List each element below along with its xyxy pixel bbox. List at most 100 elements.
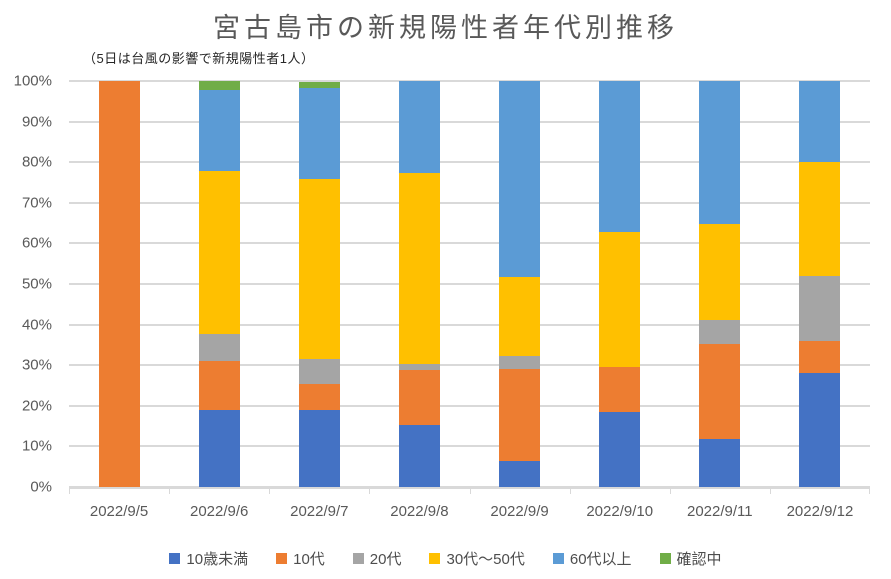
legend-swatch-icon — [659, 553, 671, 564]
bar-segment-20代 — [699, 319, 741, 344]
legend-item-20代: 20代 — [352, 548, 402, 569]
bar-segment-60代以上 — [799, 81, 841, 163]
bar-2022/9/10 — [599, 81, 641, 487]
gridline — [69, 404, 870, 407]
bar-segment-30代〜50代 — [398, 173, 440, 365]
bar-2022/9/7 — [298, 81, 340, 487]
x-axis-tick-label: 2022/9/7 — [290, 503, 349, 520]
legend-swatch-icon — [352, 553, 364, 564]
legend-label: 10代 — [293, 551, 325, 568]
gridline — [69, 445, 870, 448]
y-axis-tick-label: 50% — [21, 275, 52, 293]
bar-segment-10歳未満 — [599, 411, 641, 487]
y-axis: 100% 90% 80% 70% 60% 50% 40% 30% 20% 10% 0% — [0, 73, 52, 496]
chart-subtitle: （5日は台風の影響で新規陽性者1人） — [83, 51, 315, 66]
x-axis: 2022/9/5 2022/9/6 2022/9/7 2022/9/8 2022/9/9… — [69, 503, 870, 523]
bar-segment-20代 — [198, 333, 240, 361]
y-axis-tick-label: 0% — [30, 478, 52, 496]
x-axis-tick — [569, 489, 571, 494]
bar-segment-60代以上 — [599, 81, 641, 232]
y-axis-tick-label: 100% — [13, 72, 52, 90]
x-axis-tick-label: 2022/9/12 — [786, 503, 854, 520]
gridline — [69, 242, 870, 245]
legend-item-60代以上: 60代以上 — [552, 548, 632, 569]
bar-segment-30代〜50代 — [599, 231, 641, 367]
legend-item-確認中: 確認中 — [659, 548, 722, 569]
bar-segment-10代 — [198, 360, 240, 411]
bar-segment-30代〜50代 — [198, 171, 240, 334]
x-axis-tick — [69, 489, 70, 494]
bar-segment-60代以上 — [398, 81, 440, 174]
legend-swatch-icon — [552, 553, 564, 564]
y-axis-tick-label: 70% — [21, 194, 52, 212]
bar-segment-30代〜50代 — [499, 277, 541, 356]
x-axis-tick — [669, 489, 671, 494]
bar-segment-20代 — [799, 275, 841, 341]
legend: 10歳未満 10代 20代 30代〜50代 60代以上 確認中 — [0, 548, 891, 569]
bar-segment-60代以上 — [499, 80, 541, 278]
x-axis-tick — [369, 489, 371, 494]
y-axis-tick-label: 40% — [21, 316, 52, 334]
gridline — [69, 161, 870, 164]
bar-segment-30代〜50代 — [699, 224, 741, 320]
y-axis-tick-label: 60% — [21, 234, 52, 252]
x-axis-tick-label: 2022/9/6 — [189, 503, 249, 520]
bar-segment-30代〜50代 — [298, 178, 340, 359]
y-axis-tick-label: 80% — [21, 153, 52, 171]
x-axis-tick-label: 2022/9/5 — [89, 503, 149, 520]
legend-label: 60代以上 — [569, 551, 632, 568]
x-axis-tick — [869, 489, 870, 494]
gridline — [69, 80, 870, 82]
x-axis-tick — [269, 489, 271, 494]
bar-segment-10歳未満 — [499, 460, 541, 487]
legend-swatch-icon — [429, 553, 441, 564]
bar-2022/9/8 — [398, 81, 440, 487]
legend-swatch-icon — [276, 553, 288, 564]
bar-segment-10代 — [799, 340, 841, 374]
legend-item-10代: 10代 — [276, 548, 325, 569]
x-axis-tick-label: 2022/9/9 — [490, 503, 549, 520]
bar-segment-10代 — [699, 343, 741, 440]
bar-segment-10代 — [98, 81, 140, 487]
bar-2022/9/12 — [799, 81, 841, 487]
bar-2022/9/5 — [98, 81, 140, 487]
gridline — [69, 364, 870, 367]
x-axis-tick — [769, 489, 771, 494]
bar-segment-60代以上 — [298, 88, 340, 179]
x-axis-tick-label: 2022/9/8 — [390, 503, 449, 520]
bar-segment-20代 — [298, 358, 340, 385]
bar-segment-10代 — [499, 368, 541, 461]
legend-item-30代〜50代: 30代〜50代 — [429, 548, 525, 569]
bar-segment-10歳未満 — [198, 410, 240, 487]
legend-label: 30代〜50代 — [446, 551, 525, 568]
bar-segment-確認中 — [198, 81, 240, 90]
gridline — [69, 323, 870, 326]
x-axis-tick — [169, 489, 171, 494]
y-axis-tick-label: 20% — [21, 397, 52, 415]
x-axis-tick-label: 2022/9/10 — [586, 503, 654, 520]
x-axis-tick-label: 2022/9/11 — [687, 503, 753, 520]
y-axis-tick-label: 30% — [21, 356, 52, 374]
legend-swatch-icon — [169, 553, 181, 564]
chart-title: 宮古島市の新規陽性者年代別推移 — [213, 13, 678, 43]
bar-segment-60代以上 — [699, 81, 741, 225]
gridline — [69, 120, 870, 123]
bar-segment-20代 — [398, 364, 440, 371]
bar-segment-確認中 — [298, 81, 340, 89]
bar-segment-10歳未満 — [298, 409, 340, 487]
gridline — [69, 201, 870, 204]
y-axis-tick-label: 90% — [21, 113, 52, 131]
bar-2022/9/11 — [699, 81, 741, 487]
bar-2022/9/9 — [499, 80, 541, 487]
bar-segment-10代 — [298, 384, 340, 410]
x-axis-tick — [469, 489, 471, 494]
gridline — [69, 283, 870, 285]
bar-2022/9/6 — [198, 81, 240, 487]
y-axis-tick-label: 10% — [21, 437, 52, 455]
legend-label: 20代 — [369, 551, 402, 568]
bar-segment-60代以上 — [198, 89, 240, 172]
bar-segment-20代 — [499, 356, 541, 369]
bar-segment-10歳未満 — [799, 373, 841, 487]
bar-segment-10歳未満 — [699, 439, 741, 487]
